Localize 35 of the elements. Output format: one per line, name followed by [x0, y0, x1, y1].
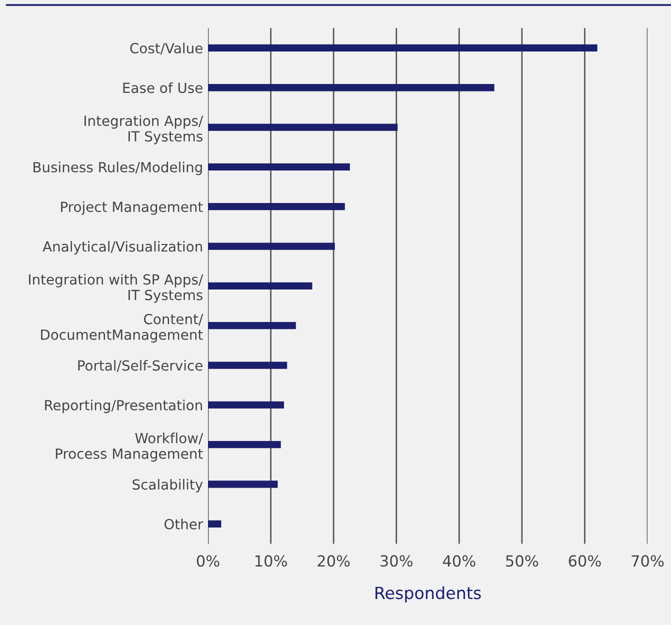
y-tick-label: Content/ DocumentManagement: [41, 314, 204, 343]
y-tick-label: Project Management: [61, 201, 203, 215]
x-tick-label: 0%: [196, 555, 220, 567]
x-axis-title: Respondents: [376, 586, 481, 602]
y-tick-label: Integration with SP Apps/ IT Systems: [29, 274, 204, 303]
x-tick-label: 20%: [318, 555, 350, 567]
bar: [208, 282, 312, 290]
x-tick-label: 70%: [632, 555, 664, 567]
bar: [208, 84, 494, 92]
x-tick-label: 50%: [506, 555, 538, 567]
bar: [208, 124, 398, 131]
y-tick-label: Business Rules/Modeling: [34, 162, 202, 176]
bar: [208, 203, 345, 210]
bar: [208, 322, 296, 330]
bar: [208, 520, 222, 528]
y-tick-label: Cost/Value: [130, 42, 202, 55]
bar: [208, 242, 335, 250]
x-tick-label: 40%: [442, 555, 476, 567]
bar: [208, 44, 598, 52]
bar: [208, 480, 278, 488]
bar: [208, 441, 281, 448]
bar: [208, 163, 350, 171]
bar: [208, 401, 284, 408]
y-tick-label: Workflow/ Process Management: [56, 432, 204, 462]
bar: [208, 362, 288, 369]
x-tick-label: 60%: [568, 555, 601, 567]
x-tick-label: 10%: [255, 555, 287, 567]
y-tick-label: Analytical/Visualization: [42, 240, 202, 254]
y-tick-label: Other: [164, 518, 204, 530]
y-tick-label: Portal/Self-Service: [78, 360, 202, 372]
y-tick-label: Scalability: [132, 478, 203, 492]
y-tick-label: Ease of Use: [123, 82, 202, 94]
y-tick-label: Integration Apps/ IT Systems: [84, 115, 204, 144]
y-tick-label: Reporting/Presentation: [45, 400, 202, 414]
x-tick-label: 30%: [380, 555, 413, 567]
